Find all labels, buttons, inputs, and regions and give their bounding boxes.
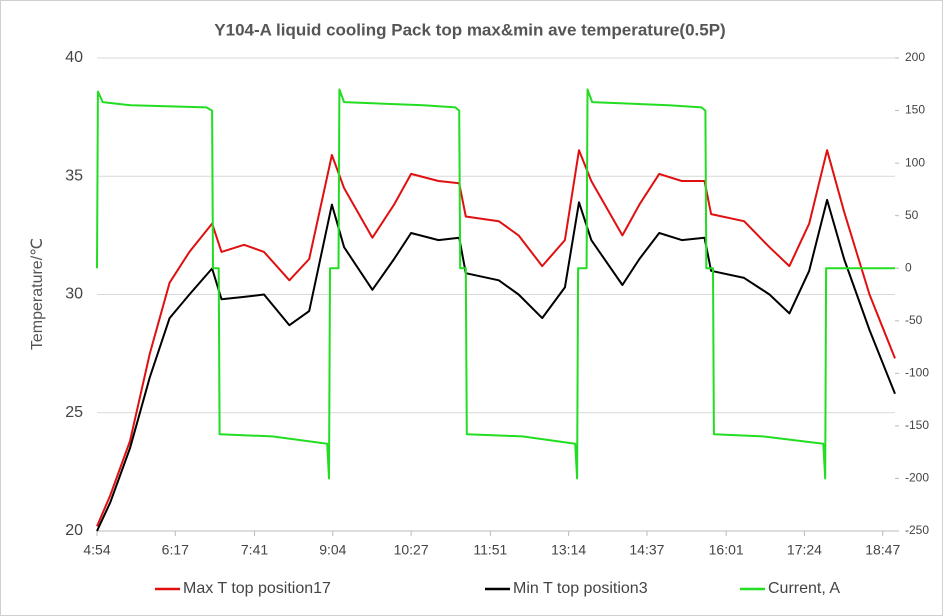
x-tick-label: 9:04 [319, 542, 346, 558]
y-tick-label: 35 [65, 167, 83, 184]
x-tick-label: 11:51 [473, 542, 507, 558]
y2-tick-label: 50 [905, 208, 919, 222]
y2-tick-label: 200 [905, 50, 925, 64]
chart-title: Y104-A liquid cooling Pack top max&min a… [214, 20, 725, 39]
x-tick-label: 13:14 [551, 542, 586, 558]
y-tick-label: 25 [65, 404, 83, 421]
y-tick-label: 20 [65, 522, 83, 539]
y2-tick-label: -250 [905, 523, 929, 537]
series-line [96, 198, 896, 532]
y2-tick-label: 0 [905, 260, 912, 274]
y2-tick-label: -50 [905, 313, 923, 327]
y2-tick-label: 150 [905, 103, 925, 117]
y2-tick-label: -100 [905, 366, 929, 380]
x-tick-label: 7:41 [241, 542, 268, 558]
x-tick-label: 17:24 [787, 542, 822, 558]
x-tick-label: 16:01 [709, 542, 744, 558]
legend-label: Min T top position3 [513, 580, 648, 597]
x-tick-label: 14:37 [629, 542, 664, 558]
x-tick-label: 18:47 [865, 542, 900, 558]
y2-tick-label: -150 [905, 418, 929, 432]
y-axis-label: Temperature/℃ [29, 238, 46, 350]
x-tick-label: 10:27 [394, 542, 429, 558]
x-tick-label: 6:17 [162, 542, 189, 558]
legend-label: Max T top position17 [183, 580, 331, 597]
y2-tick-label: 100 [905, 155, 925, 169]
series-line [96, 88, 895, 480]
series-line [96, 149, 896, 527]
x-tick-label: 4:54 [83, 542, 110, 558]
y2-tick-label: -200 [905, 471, 929, 485]
y-tick-label: 40 [65, 49, 83, 66]
legend-label: Current, A [768, 580, 840, 597]
y-tick-label: 30 [65, 286, 83, 303]
